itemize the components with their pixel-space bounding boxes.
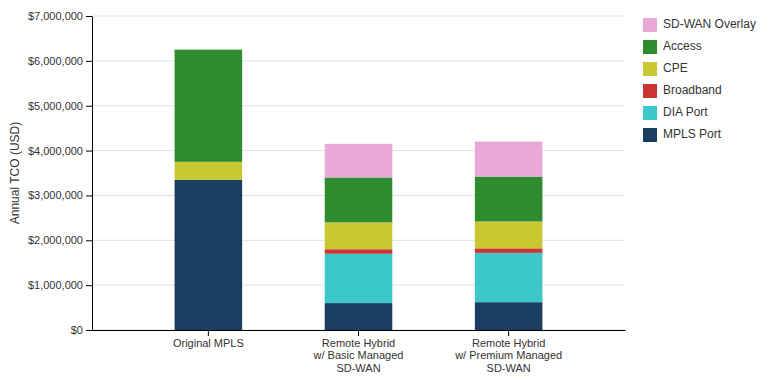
bar-segment [175,180,243,330]
tick: $4,000,000 [28,145,92,157]
tick-mark [86,16,92,17]
tick-label: $7,000,000 [28,10,83,22]
tick-label: Remote Hybridw/ Basic ManagedSD-WAN [313,337,404,374]
y-axis: $0 $1,000,000 $2,000,000 $3,000,000 $4,000,0… [28,10,93,336]
tick-mark [86,61,92,62]
bar-segment [175,162,243,180]
tick: $2,000,000 [28,234,92,246]
bar-series [325,142,543,178]
tick-label: $1,000,000 [28,279,83,291]
tick: $6,000,000 [28,55,92,67]
tick: $3,000,000 [28,189,92,201]
chart: $0 $1,000,000 $2,000,000 $3,000,000 $4,000,0… [0,0,775,392]
legend-label: DIA Port [663,105,708,119]
tick-label: $0 [71,324,83,336]
legend-label: SD-WAN Overlay [663,17,756,31]
legend-swatch [643,106,657,120]
tick-mark [86,106,92,107]
tick-mark [86,195,92,196]
plot: $0 $1,000,000 $2,000,000 $3,000,000 $4,000,0… [28,10,626,374]
legend-label: Access [663,39,702,53]
bar-segment [325,177,393,222]
legend-item: Broadband [643,83,722,98]
bars [175,50,543,330]
tick-label: $4,000,000 [28,145,83,157]
bar-series [175,50,543,223]
tick-label: $2,000,000 [28,234,83,246]
bar-segment [475,142,543,177]
grid [92,16,625,330]
bar-segment [325,254,393,303]
legend-label: CPE [663,61,688,75]
legend-swatch [643,18,657,32]
tick-label-line: Original MPLS [173,337,244,349]
bar-segment [475,221,543,248]
tick-label-line: w/ Basic Managed [313,349,404,361]
legend-item: Access [643,39,702,54]
legend-item: SD-WAN Overlay [643,17,756,32]
legend-swatch [643,62,657,76]
tick-label-line: Remote Hybrid [472,337,545,349]
tick-label-line: Remote Hybrid [322,337,395,349]
tick-label: $6,000,000 [28,55,83,67]
legend-swatch [643,40,657,54]
tick-label-line: SD-WAN [487,362,531,374]
tick: Remote Hybridw/ Premium ManagedSD-WAN [454,330,562,374]
tick-mark [86,151,92,152]
grid-line [92,16,625,17]
tick-mark [86,330,92,331]
tick: $1,000,000 [28,279,92,291]
legend-swatch [643,84,657,98]
bar-segment [325,144,393,178]
legend-item: DIA Port [643,105,708,120]
legend: SD-WAN Overlay Access CPE Broadband DIA Port… [643,17,756,142]
tick: Original MPLS [173,330,244,349]
bar-segment [475,302,543,330]
y-axis-title: Annual TCO (USD) [8,122,22,224]
legend-label: Broadband [663,83,722,97]
bar-series [325,253,543,303]
bar-segment [475,248,543,252]
tick-label: $3,000,000 [28,189,83,201]
tick-label: $5,000,000 [28,100,83,112]
bar-segment [475,177,543,222]
tick-label: Original MPLS [173,337,244,349]
tick-label-line: SD-WAN [336,362,380,374]
bar-segment [175,49,243,50]
bar-segment [325,222,393,249]
tick: $0 [71,324,92,336]
tick-mark [208,330,209,336]
grid-line [92,60,625,61]
grid-line [92,105,625,106]
tick-mark [86,240,92,241]
tick: $7,000,000 [28,10,92,22]
tick-mark [86,285,92,286]
bar-segment [325,249,393,253]
tick-label-line: w/ Premium Managed [454,349,562,361]
bar-segment [475,253,543,302]
x-axis: Original MPLSRemote Hybridw/ Basic Manag… [93,330,626,374]
legend-label: MPLS Port [663,127,722,141]
tick-mark [358,330,359,336]
tick: Remote Hybridw/ Basic ManagedSD-WAN [313,330,404,374]
legend-item: CPE [643,61,688,76]
tick-mark [508,330,509,336]
axis-line [92,17,93,331]
tick: $5,000,000 [28,100,92,112]
legend-item: MPLS Port [643,127,722,142]
bar-segment [325,303,393,330]
tick-label: Remote Hybridw/ Premium ManagedSD-WAN [454,337,562,374]
bar-segment [175,50,243,162]
legend-swatch [643,128,657,142]
